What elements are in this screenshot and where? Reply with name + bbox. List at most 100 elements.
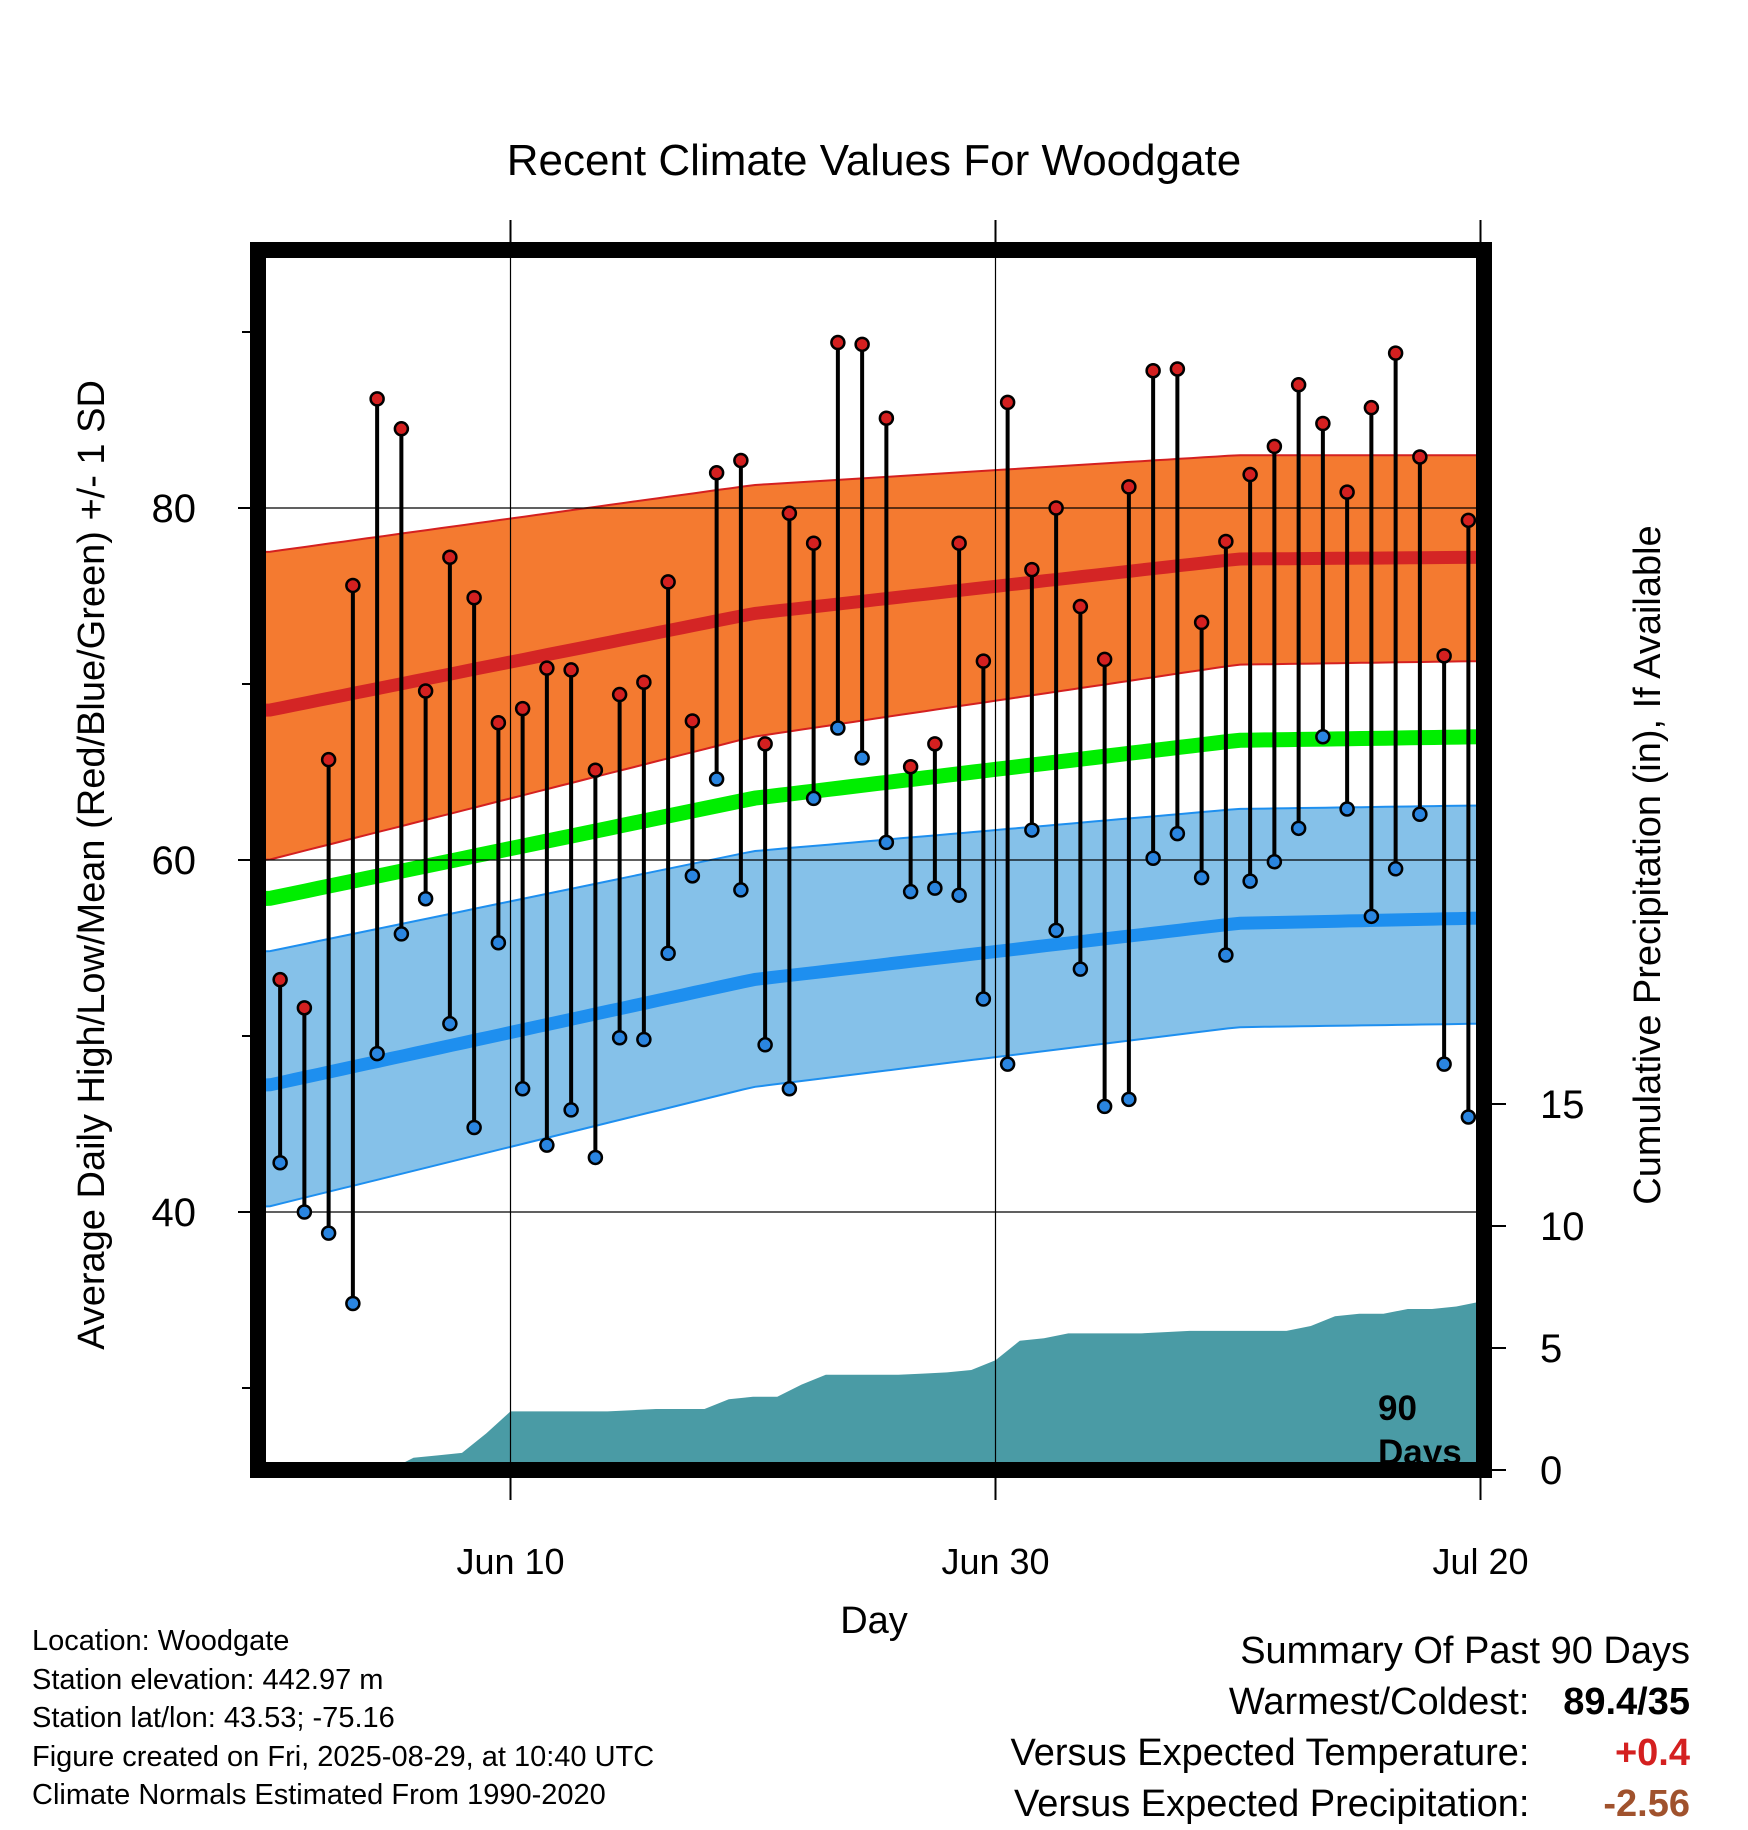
low-point xyxy=(1316,730,1329,743)
low-point xyxy=(637,1033,650,1046)
high-point xyxy=(662,575,675,588)
warmest-value: 89.4/35 xyxy=(1540,1677,1690,1728)
high-point xyxy=(1510,699,1523,712)
high-point xyxy=(443,551,456,564)
low-point xyxy=(1050,924,1063,937)
low-point xyxy=(1268,855,1281,868)
low-point xyxy=(613,1031,626,1044)
low-point xyxy=(831,722,844,735)
high-point xyxy=(468,591,481,604)
high-point xyxy=(1244,468,1257,481)
low-point xyxy=(856,751,869,764)
high-point xyxy=(1462,514,1475,527)
high-point xyxy=(1535,641,1548,654)
high-point xyxy=(274,973,287,986)
high-point xyxy=(1074,600,1087,613)
low-point xyxy=(1704,845,1717,858)
high-point xyxy=(1729,426,1742,439)
created-text: Figure created on Fri, 2025-08-29, at 10… xyxy=(32,1738,654,1777)
latlon-text: Station lat/lon: 43.53; -75.16 xyxy=(32,1699,654,1738)
low-point xyxy=(1147,852,1160,865)
high-point xyxy=(1389,347,1402,360)
y-axis-label: Average Daily High/Low/Mean (Red/Blue/Gr… xyxy=(71,380,113,1350)
high-point xyxy=(565,663,578,676)
y2-tick-label: 0 xyxy=(1540,1449,1562,1493)
low-point xyxy=(1244,875,1257,888)
high-point xyxy=(1365,401,1378,414)
precip-value: -2.56 xyxy=(1540,1779,1690,1830)
low-point xyxy=(904,885,917,898)
low-point xyxy=(371,1047,384,1060)
summary-panel: Summary Of Past 90 Days Warmest/Coldest:… xyxy=(1011,1626,1690,1830)
summary-title: Summary Of Past 90 Days xyxy=(1011,1626,1690,1677)
summary-precip-row: Versus Expected Precipitation: -2.56 xyxy=(1011,1779,1690,1830)
y2-axis-label: Cumulative Precipitation (in), If Availa… xyxy=(1627,525,1669,1204)
high-point xyxy=(1583,391,1596,404)
high-point xyxy=(686,714,699,727)
low-point xyxy=(1341,802,1354,815)
high-point xyxy=(783,507,796,520)
low-point xyxy=(1122,1093,1135,1106)
high-point xyxy=(1292,378,1305,391)
high-point xyxy=(977,655,990,668)
x-tick-label: Jun 30 xyxy=(941,1541,1049,1582)
low-point xyxy=(1438,1058,1451,1071)
high-point xyxy=(1122,480,1135,493)
high-point xyxy=(492,716,505,729)
low-point xyxy=(1365,910,1378,923)
elevation-text: Station elevation: 442.97 m xyxy=(32,1661,654,1700)
warmest-label: Warmest/Coldest: xyxy=(1229,1681,1530,1723)
high-point xyxy=(831,336,844,349)
high-point xyxy=(1632,465,1645,478)
low-point xyxy=(710,773,723,786)
normals-text: Climate Normals Estimated From 1990-2020 xyxy=(32,1776,654,1815)
high-point xyxy=(637,676,650,689)
high-point xyxy=(346,579,359,592)
low-point xyxy=(807,792,820,805)
low-point xyxy=(274,1156,287,1169)
high-point xyxy=(953,537,966,550)
low-point xyxy=(880,836,893,849)
low-point xyxy=(298,1206,311,1219)
high-point xyxy=(1607,505,1620,518)
plot-area xyxy=(258,250,1748,1470)
high-point xyxy=(759,737,772,750)
chart-title: Recent Climate Values For Woodgate xyxy=(507,136,1242,185)
high-point xyxy=(298,1001,311,1014)
low-point xyxy=(1292,822,1305,835)
x-tick-label: Jul 20 xyxy=(1432,1541,1528,1582)
low-point xyxy=(322,1227,335,1240)
high-point xyxy=(1171,362,1184,375)
low-point xyxy=(589,1151,602,1164)
low-point xyxy=(346,1297,359,1310)
high-point xyxy=(1413,450,1426,463)
y-tick-label: 40 xyxy=(152,1191,197,1235)
low-point xyxy=(443,1017,456,1030)
high-point xyxy=(1147,364,1160,377)
high-point xyxy=(1680,394,1693,407)
high-point xyxy=(1268,440,1281,453)
summary-temp-row: Versus Expected Temperature: +0.4 xyxy=(1011,1728,1690,1779)
y2-tick-label: 10 xyxy=(1540,1205,1585,1249)
low-point xyxy=(395,927,408,940)
y-tick-label: 80 xyxy=(152,487,197,531)
y2-tick-label: 5 xyxy=(1540,1327,1562,1371)
low-point xyxy=(1462,1110,1475,1123)
low-point xyxy=(734,883,747,896)
high-point xyxy=(734,454,747,467)
high-point xyxy=(1341,486,1354,499)
high-point xyxy=(1098,653,1111,666)
high-point xyxy=(419,685,432,698)
low-point xyxy=(540,1139,553,1152)
high-point xyxy=(516,702,529,715)
high-point xyxy=(880,412,893,425)
low-point xyxy=(492,936,505,949)
location-text: Location: Woodgate xyxy=(32,1622,654,1661)
low-point xyxy=(1607,845,1620,858)
high-point xyxy=(395,422,408,435)
high-point xyxy=(322,753,335,766)
y2-tick-label: 15 xyxy=(1540,1083,1585,1127)
low-point xyxy=(1195,871,1208,884)
high-point xyxy=(1050,502,1063,515)
